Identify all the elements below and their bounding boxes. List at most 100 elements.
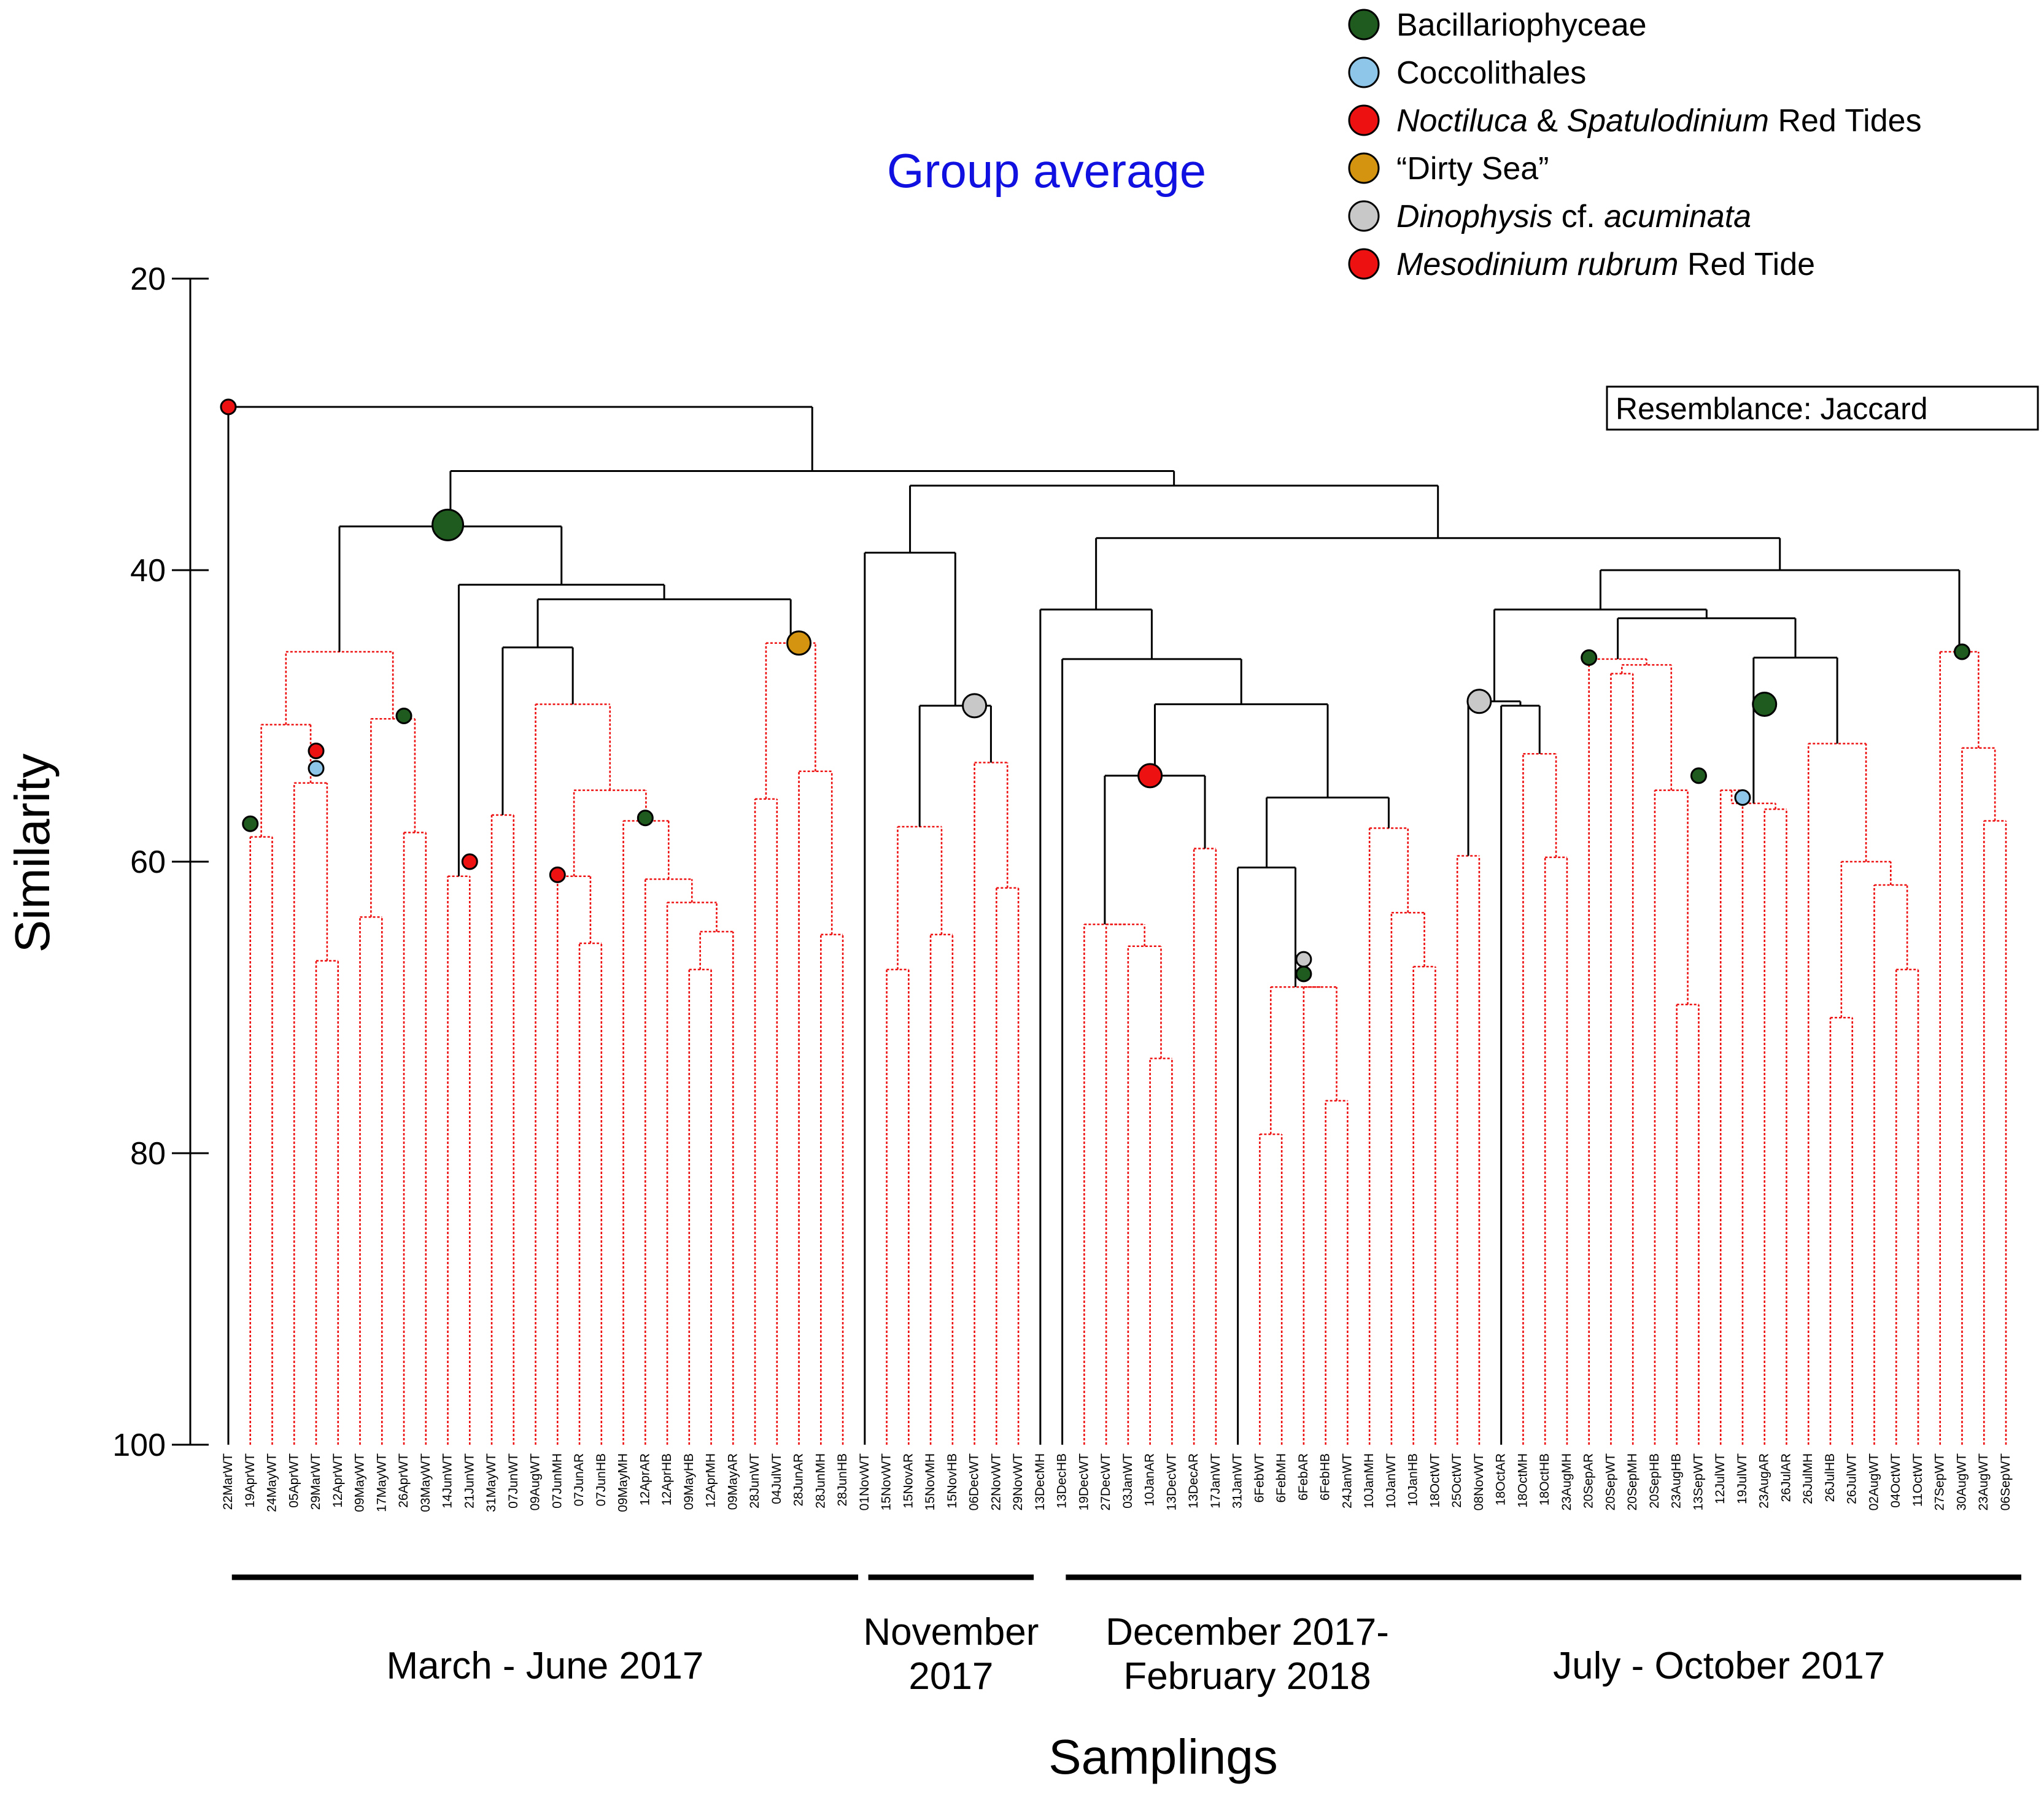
leaf-label: 13DecWT	[1164, 1453, 1179, 1511]
leaf-label: 10JanAR	[1143, 1453, 1157, 1506]
leaf-label: 22MarWT	[221, 1453, 235, 1510]
leaf-label: 12JulWT	[1713, 1453, 1727, 1504]
group-label: December 2017-	[1105, 1611, 1389, 1653]
leaf-label: 09MayAR	[726, 1453, 740, 1510]
leaf-label: 20SepAR	[1582, 1453, 1596, 1509]
leaf-label: 03JanWT	[1121, 1453, 1135, 1509]
marker-bacillariophyceae	[1953, 643, 1970, 660]
y-tick-label: 20	[130, 261, 166, 297]
leaf-label: 17JanWT	[1209, 1453, 1223, 1509]
leaf-label: 18OctAR	[1494, 1453, 1508, 1505]
leaf-label: 19DecWT	[1077, 1453, 1091, 1511]
leaf-label: 13DecMH	[1033, 1453, 1047, 1510]
leaf-label: 09AugWT	[528, 1453, 543, 1511]
leaf-label: 12AprMH	[704, 1453, 718, 1508]
leaf-label: 29MarWT	[309, 1453, 323, 1510]
leaf-label: 18OctMH	[1516, 1453, 1530, 1508]
leaf-label: 12AprHB	[660, 1453, 674, 1505]
legend-entry: Coccolithales	[1396, 55, 1586, 91]
marker-bacillariophyceae	[1581, 649, 1598, 666]
leaf-label: 15NovMH	[923, 1453, 937, 1510]
leaf-label: 07JunMH	[550, 1453, 564, 1509]
leaf-label: 26JulAR	[1779, 1453, 1793, 1502]
group-label: February 2018	[1123, 1655, 1371, 1698]
leaf-label: 14JunWT	[441, 1453, 455, 1509]
leaf-label: 28JunHB	[835, 1453, 850, 1506]
dendrogram-links	[227, 406, 2007, 1445]
y-tick-label: 80	[130, 1136, 166, 1172]
legend-entry: Noctiluca & Spatulodinium Red Tides	[1396, 103, 1922, 139]
resemblance-label: Resemblance: Jaccard	[1616, 392, 1928, 426]
leaf-label: 26JulMH	[1801, 1453, 1815, 1504]
leaf-label: 20SepHB	[1647, 1453, 1662, 1509]
marker-bacillariophyceae	[432, 508, 465, 541]
leaf-label: 21JunWT	[462, 1453, 476, 1509]
leaf-label: 12AprWT	[331, 1453, 345, 1508]
leaf-label: 27DecWT	[1099, 1453, 1113, 1511]
leaf-label: 06SepWT	[1999, 1453, 2013, 1511]
leaf-label: 28JunAR	[792, 1453, 806, 1506]
leaf-label: 11OctWT	[1911, 1453, 1925, 1507]
chart-title: Group average	[887, 144, 1206, 198]
marker-bacillariophyceae	[1752, 692, 1778, 717]
marker-coccolithales	[308, 760, 325, 777]
legend-marker	[1348, 152, 1380, 184]
marker-dinophysis	[1466, 689, 1492, 714]
leaf-label: 12AprAR	[638, 1453, 652, 1505]
leaf-label: 05AprWT	[287, 1453, 301, 1508]
leaf-label: 09MayHB	[682, 1453, 696, 1510]
cluster-markers	[220, 398, 1970, 983]
leaf-label: 28JunWT	[748, 1453, 762, 1509]
leaf-label: 09MayWT	[353, 1453, 367, 1512]
legend-marker	[1348, 248, 1380, 280]
legend-marker	[1348, 56, 1380, 88]
y-tick-label: 100	[112, 1428, 166, 1463]
y-axis: 20 40 60 80 100	[112, 261, 209, 1463]
leaf-label: 23AugAR	[1757, 1453, 1771, 1509]
leaf-label: 08NovWT	[1472, 1453, 1486, 1511]
legend-entry: Mesodinium rubrum Red Tide	[1396, 247, 1815, 282]
leaf-label: 20SepMH	[1625, 1453, 1639, 1510]
marker-dinophysis	[962, 693, 988, 719]
leaf-labels: 22MarWT 19AprWT 24MayWT 05AprWT 29MarWT 12Apr…	[221, 1453, 2013, 1512]
leaf-label: 26JulHB	[1823, 1453, 1837, 1502]
marker-bacillariophyceae	[1295, 965, 1312, 983]
marker-red-tide	[220, 398, 237, 415]
leaf-label: 07JunHB	[594, 1453, 608, 1506]
leaf-label: 24MayWT	[265, 1453, 279, 1512]
leaf-label: 22NovWT	[989, 1453, 1003, 1511]
group-label: 2017	[908, 1655, 993, 1698]
marker-dinophysis	[1295, 951, 1312, 968]
leaf-label: 17MayWT	[374, 1453, 389, 1512]
leaf-label: 26AprWT	[397, 1453, 411, 1508]
marker-dirty-sea	[786, 630, 812, 656]
leaf-label: 19JulWT	[1735, 1453, 1749, 1504]
leaf-label: 10JanWT	[1384, 1453, 1398, 1509]
leaf-label: 02AugWT	[1867, 1453, 1881, 1511]
x-axis-title: Samplings	[1048, 1729, 1278, 1784]
leaf-label: 23AugMH	[1560, 1453, 1574, 1510]
leaf-label: 15NovWT	[880, 1453, 894, 1511]
y-axis-title: Similarity	[5, 754, 60, 953]
leaf-label: 09MayMH	[616, 1453, 630, 1512]
leaf-label: 24JanWT	[1340, 1453, 1354, 1509]
leaf-label: 13SepWT	[1691, 1453, 1705, 1511]
group-label: March - June 2017	[386, 1645, 703, 1687]
leaf-label: 10JanHB	[1406, 1453, 1420, 1506]
leaf-label: 01NovWT	[857, 1453, 872, 1511]
leaf-label: 6FebMH	[1274, 1453, 1288, 1503]
legend-entry: Bacillariophyceae	[1396, 7, 1647, 43]
marker-bacillariophyceae	[1690, 767, 1707, 784]
marker-bacillariophyceae	[637, 810, 654, 827]
leaf-label: 26JulWT	[1845, 1453, 1859, 1504]
marker-red-tide	[461, 853, 478, 870]
legend-marker	[1348, 104, 1380, 136]
legend: Bacillariophyceae Coccolithales Noctiluca …	[1348, 7, 1922, 282]
legend-entry: “Dirty Sea”	[1396, 151, 1549, 187]
marker-bacillariophyceae	[242, 815, 259, 832]
leaf-label: 03MayWT	[419, 1453, 433, 1512]
y-tick-label: 40	[130, 553, 166, 589]
leaf-label: 10JanMH	[1362, 1453, 1376, 1509]
leaf-label: 31JanWT	[1231, 1453, 1245, 1509]
